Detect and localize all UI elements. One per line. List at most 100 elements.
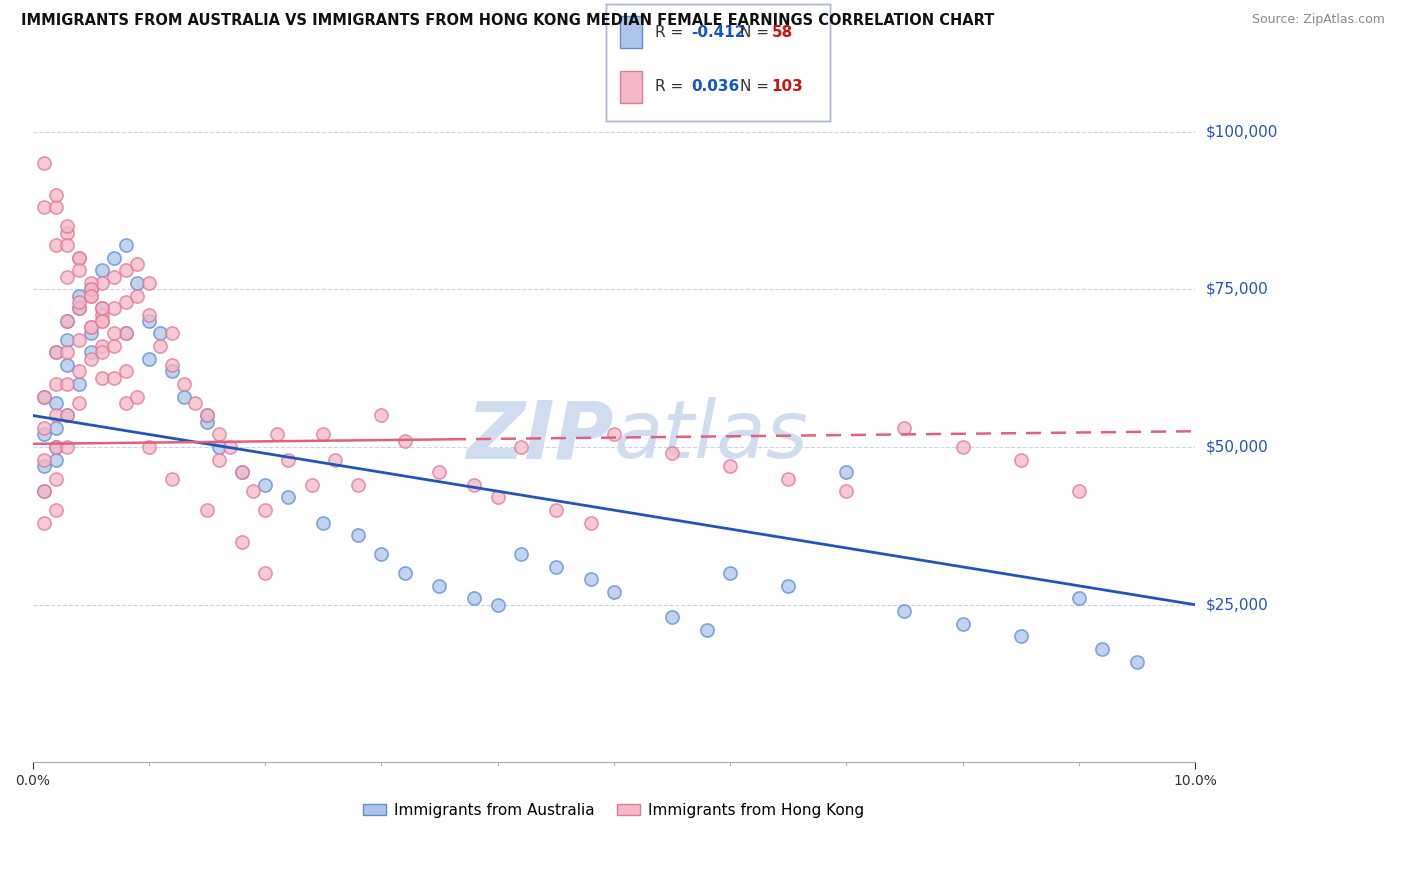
Point (45, 187, 67, 202)
Point (114, 294, 136, 309)
Point (91, 314, 114, 328)
Point (127, 288, 149, 302)
Point (45, 238, 67, 252)
Point (32, 452, 55, 467)
Point (718, 458, 741, 473)
Point (893, 604, 915, 618)
Point (114, 238, 136, 252)
Text: N =: N = (740, 79, 775, 95)
Point (277, 452, 299, 467)
Point (91, 301, 114, 316)
Point (56, 238, 79, 252)
Point (79, 282, 101, 296)
Point (195, 409, 218, 423)
Point (67, 376, 90, 391)
Text: R =: R = (655, 25, 689, 39)
Point (45, 345, 67, 359)
Point (32, 200, 55, 214)
Point (1091, 641, 1114, 656)
Text: R =: R = (655, 79, 689, 95)
Point (91, 370, 114, 384)
Point (114, 396, 136, 410)
Point (138, 314, 160, 328)
Point (347, 528, 370, 542)
Point (56, 409, 79, 423)
Point (56, 376, 79, 391)
Point (91, 308, 114, 322)
Point (79, 326, 101, 341)
Point (79, 320, 101, 334)
Point (661, 446, 683, 460)
Point (149, 339, 172, 353)
Point (207, 452, 229, 467)
Point (778, 472, 800, 486)
Point (661, 610, 683, 624)
Text: $50,000: $50,000 (1206, 440, 1268, 455)
Point (207, 427, 229, 442)
Point (253, 478, 276, 492)
Point (231, 534, 253, 549)
Point (952, 616, 974, 631)
Point (509, 547, 531, 561)
Point (103, 326, 125, 341)
Point (79, 282, 101, 296)
Text: IMMIGRANTS FROM AUSTRALIA VS IMMIGRANTS FROM HONG KONG MEDIAN FEMALE EARNINGS CO: IMMIGRANTS FROM AUSTRALIA VS IMMIGRANTS … (21, 13, 994, 29)
Point (301, 478, 323, 492)
Point (1126, 655, 1149, 669)
Point (79, 345, 101, 359)
Point (67, 251, 90, 265)
Point (32, 427, 55, 442)
Point (32, 390, 55, 404)
Point (323, 452, 346, 467)
Point (509, 440, 531, 454)
Point (103, 339, 125, 353)
Point (127, 257, 149, 271)
Point (32, 156, 55, 170)
Point (486, 491, 509, 505)
Point (138, 276, 160, 290)
Text: $75,000: $75,000 (1206, 282, 1268, 297)
Point (32, 484, 55, 499)
Point (127, 276, 149, 290)
Text: 58: 58 (772, 25, 793, 39)
Point (91, 276, 114, 290)
Point (56, 226, 79, 240)
Text: N =: N = (740, 25, 775, 39)
Point (56, 345, 79, 359)
Point (91, 339, 114, 353)
Point (312, 427, 335, 442)
Point (45, 472, 67, 486)
Point (114, 364, 136, 378)
Point (952, 440, 974, 454)
Point (696, 623, 718, 637)
Point (114, 326, 136, 341)
Point (45, 396, 67, 410)
Point (67, 396, 90, 410)
Point (91, 301, 114, 316)
Point (32, 516, 55, 530)
Point (429, 465, 451, 479)
Point (195, 503, 218, 517)
Point (79, 320, 101, 334)
Legend: Immigrants from Australia, Immigrants from Hong Kong: Immigrants from Australia, Immigrants fr… (357, 797, 870, 824)
Point (893, 421, 915, 435)
Text: -0.412: -0.412 (690, 25, 745, 39)
Point (219, 440, 242, 454)
Point (67, 288, 90, 302)
Point (32, 390, 55, 404)
Point (544, 503, 567, 517)
Point (56, 358, 79, 372)
Bar (620, 16, 643, 48)
Point (1010, 452, 1032, 467)
Point (603, 585, 626, 599)
Bar (620, 70, 643, 103)
Point (394, 566, 416, 581)
Point (603, 427, 626, 442)
Point (138, 440, 160, 454)
Point (312, 516, 335, 530)
Point (67, 301, 90, 316)
Point (160, 326, 183, 341)
Point (45, 440, 67, 454)
Point (56, 440, 79, 454)
Point (114, 263, 136, 277)
